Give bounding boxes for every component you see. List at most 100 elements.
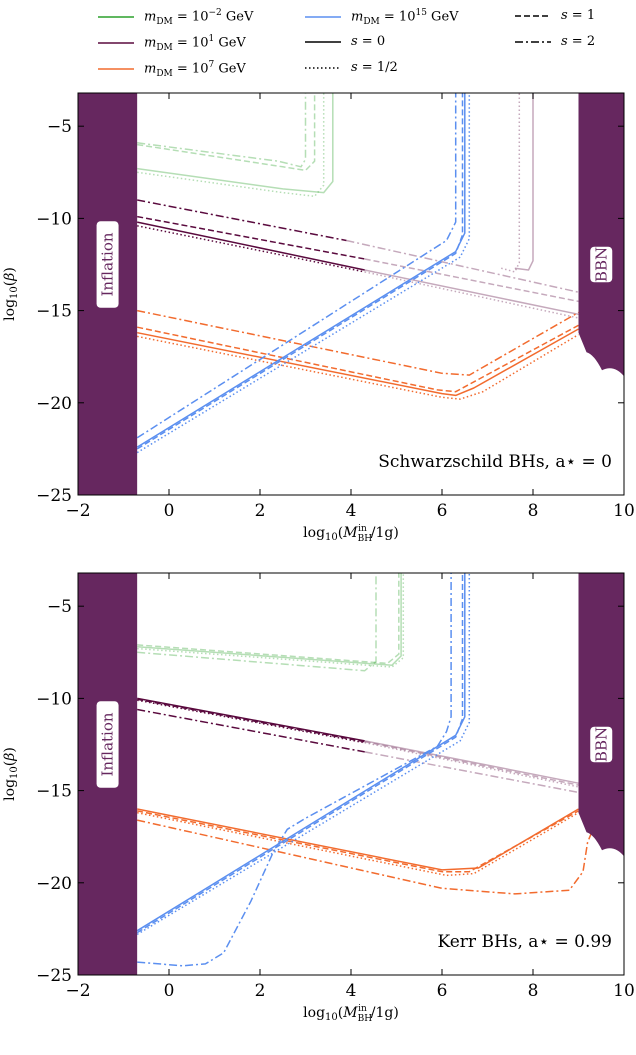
y-tick-label: −10 (36, 689, 72, 709)
series-line-m1e1-s=0 (514, 93, 534, 271)
plot-area (78, 93, 624, 495)
svg-text:Inflation: Inflation (99, 232, 117, 296)
x-tick-label: 2 (255, 501, 266, 521)
series-line-m1e-2-s=2 (137, 573, 377, 672)
series-line-m1e-2-s=1 (137, 93, 316, 172)
legend-label: s = 0 (351, 34, 386, 49)
x-tick-label: 6 (437, 981, 448, 1001)
region-bbn (578, 573, 624, 857)
series-line-m1e-2-s=1 (137, 573, 400, 665)
x-tick-label: 2 (255, 981, 266, 1001)
series-line-m1e1-s=2 (364, 751, 579, 794)
panel-annotation: Kerr BHs, a⋆ = 0.99 (438, 932, 613, 952)
x-tick-label: 10 (613, 981, 635, 1001)
series-line-m1e15-s=2 (136, 93, 457, 439)
legend-swatch (98, 38, 134, 48)
y-tick-label: −15 (36, 782, 72, 802)
y-tick-label: −10 (36, 209, 72, 229)
series-line-m1e7-s=0 (137, 808, 579, 871)
series-line-m1e1-s=0 (364, 269, 579, 316)
y-axis-label: log10(β) (2, 267, 20, 321)
region-label-bbn: BBN (590, 246, 613, 283)
series-line-m1e15-s=0 (136, 93, 466, 448)
legend-label: mDM = 107 GeV (144, 60, 246, 79)
svg-text:Inflation: Inflation (99, 712, 117, 776)
x-tick-label: 4 (346, 501, 357, 521)
y-tick-label: −25 (36, 966, 72, 986)
y-tick-label: −5 (47, 117, 72, 137)
legend-label: s = 1/2 (351, 60, 398, 75)
legend-swatch (515, 11, 551, 21)
x-tick-label: 10 (613, 501, 635, 521)
legend-item-mass-1e-2: mDM = 10−2 GeV (98, 8, 253, 27)
legend-item-mass-1e15: mDM = 1015 GeV (305, 8, 459, 27)
region-label-bbn: BBN (590, 726, 613, 763)
chart-panel-schwarzschild: Inflation BBN−2 0 2 4 6 8 10−25−20−15−10−5log10… (2, 92, 635, 544)
legend-item-spin-2: s = 2 (515, 34, 595, 49)
series-line-m1e1-s=1 (137, 215, 365, 260)
series-line-m1e7-s=1 (137, 324, 579, 393)
y-tick-label: −20 (36, 874, 72, 894)
legend-label: s = 2 (561, 34, 596, 49)
series-line-m1e15-s=1 (136, 573, 464, 934)
series-line-m1e1-s=1 (364, 258, 579, 303)
series-line-m1e1-s=1-2 (501, 93, 521, 273)
x-tick-label: 0 (164, 501, 175, 521)
x-tick-label: 0 (164, 981, 175, 1001)
series-line-m1e1-s=1-2 (137, 225, 365, 273)
series-line-m1e15-s=1-2 (136, 573, 471, 936)
x-axis-label: log10(MBHin/1g) (303, 524, 399, 544)
series-line-m1e1-s=0 (364, 740, 579, 784)
series-line-m1e1-s=1-2 (364, 741, 579, 788)
region-label-inflation: Inflation (96, 701, 119, 788)
axes-frame (77, 572, 625, 976)
x-tick-label: 8 (528, 981, 539, 1001)
series-line-m1e15-s=0 (136, 573, 466, 932)
series-line-m1e15-s=1-2 (136, 93, 471, 454)
series-line-m1e-2-s=2 (137, 93, 307, 168)
svg-text:BBN: BBN (592, 247, 610, 282)
legend-swatch (98, 12, 134, 22)
legend-item-spin-1: s = 1 (515, 8, 595, 23)
series-line-m1e7-s=0 (137, 328, 579, 397)
series-line-m1e7-s=1-2 (137, 333, 579, 400)
legend-swatch (98, 64, 134, 74)
plot-area (78, 573, 624, 975)
series-line-m1e-2-s=1-2 (137, 93, 325, 198)
region-label-inflation: Inflation (96, 221, 119, 308)
y-tick-label: −15 (36, 302, 72, 322)
series-line-m1e1-s=1-2 (137, 699, 365, 744)
x-axis-label: log10(MBHin/1g) (303, 1004, 399, 1024)
y-tick-label: −25 (36, 486, 72, 506)
series-line-m1e15-s=2 (137, 573, 452, 967)
region-bbn (578, 93, 624, 377)
series-line-m1e1-s=1-2 (364, 271, 579, 319)
chart-panel-kerr: Inflation BBN−2 0 2 4 6 8 10−25−20−15−10−5log10… (2, 572, 635, 1024)
series-line-m1e1-s=2 (137, 708, 365, 753)
legend-label: mDM = 101 GeV (144, 34, 246, 53)
y-tick-label: −5 (47, 597, 72, 617)
panel-annotation: Schwarzschild BHs, a⋆ = 0 (378, 452, 612, 472)
series-line-m1e-2-s=0 (137, 573, 402, 666)
legend-swatch (515, 37, 551, 47)
legend-label: mDM = 10−2 GeV (144, 8, 254, 27)
series-line-m1e1-s=1 (137, 698, 365, 743)
series-line-m1e1-s=1 (364, 740, 579, 786)
x-tick-label: −2 (65, 981, 90, 1001)
series-line-m1e7-s=1 (137, 810, 579, 873)
series-line-m1e1-s=0 (137, 697, 365, 742)
series-line-m1e7-s=2 (137, 309, 579, 376)
x-tick-label: 6 (437, 501, 448, 521)
x-tick-label: 8 (528, 501, 539, 521)
svg-text:BBN: BBN (592, 727, 610, 762)
legend-swatch (305, 37, 341, 47)
series-line-m1e7-s=2 (137, 819, 593, 895)
y-axis-label: log10(β) (2, 747, 20, 801)
legend-item-mass-1e1: mDM = 101 GeV (98, 34, 246, 53)
series-line-m1e1-s=2 (137, 199, 347, 242)
legend-label: mDM = 1015 GeV (351, 8, 459, 27)
legend-label: s = 1 (561, 8, 596, 23)
x-tick-label: 4 (346, 981, 357, 1001)
series-line-m1e-2-s=1-2 (137, 573, 405, 668)
legend-swatch (305, 63, 341, 73)
